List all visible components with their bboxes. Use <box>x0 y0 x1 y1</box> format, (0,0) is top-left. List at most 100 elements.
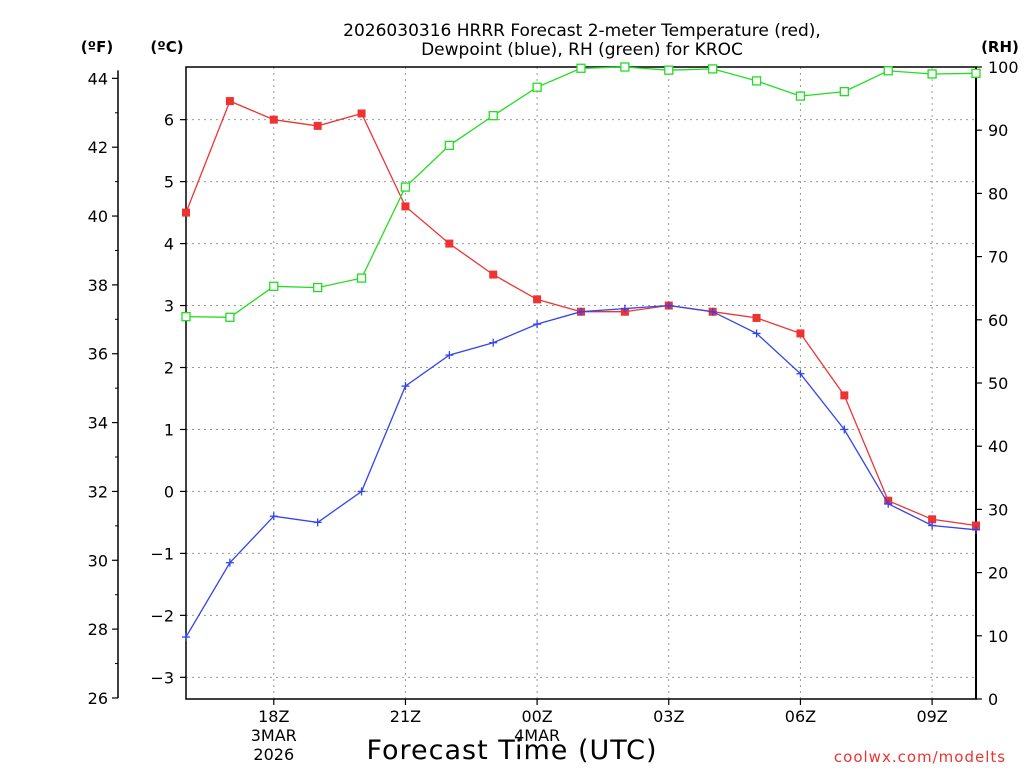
temperature-point <box>752 313 761 322</box>
dewpoint-point <box>884 499 893 508</box>
dewpoint-point <box>269 512 278 521</box>
temperature-point <box>182 208 190 217</box>
rh-point <box>839 86 849 97</box>
grid-lines <box>186 67 976 699</box>
dewpoint-point <box>313 518 322 527</box>
fahrenheit-tick-label: 30 <box>88 551 108 570</box>
temperature-point <box>357 109 366 118</box>
fahrenheit-tick-label: 36 <box>88 345 108 364</box>
series-dewpoint <box>182 301 980 642</box>
x-tick-label: 21Z <box>390 707 421 726</box>
rh-point <box>708 64 718 74</box>
rh-point <box>927 69 937 79</box>
dewpoint-point <box>445 351 454 360</box>
celsius-tick-label: 2 <box>164 359 174 378</box>
rh-point <box>313 282 323 293</box>
celsius-tick-label: 4 <box>164 235 174 254</box>
x-tick-label: 03Z <box>653 707 684 726</box>
dewpoint-line <box>185 304 977 638</box>
temperature-point <box>401 202 410 211</box>
x-tick-year-label: 2026 <box>253 745 294 764</box>
celsius-tick-label: −1 <box>150 544 174 563</box>
celsius-tick-label: 0 <box>164 482 174 501</box>
x-tick-date-label: 4MAR <box>514 726 560 745</box>
rh-point <box>532 82 542 92</box>
celsius-unit-label: (ºC) <box>150 38 183 56</box>
fahrenheit-unit-label: (ºF) <box>81 38 113 56</box>
rh-point <box>751 76 762 86</box>
fahrenheit-tick-label: 40 <box>88 207 108 226</box>
fahrenheit-tick-label: 26 <box>88 689 108 708</box>
rh-point <box>971 68 981 78</box>
x-tick-label: 06Z <box>785 707 816 726</box>
dewpoint-point <box>840 425 849 434</box>
series-rh <box>181 62 981 322</box>
rh-tick-label: 0 <box>988 690 998 709</box>
rh-point <box>269 281 279 291</box>
dewpoint-point <box>796 369 805 378</box>
data-series <box>181 62 981 642</box>
rh-tick-label: 40 <box>988 437 1008 456</box>
celsius-tick-label: −3 <box>150 668 174 687</box>
rh-tick-label: 80 <box>988 184 1008 203</box>
temperature-point <box>796 329 805 338</box>
chart-title-line1: 2026030316 HRRR Forecast 2-meter Tempera… <box>343 21 821 41</box>
rh-point <box>576 63 586 73</box>
dewpoint-point <box>664 301 673 310</box>
temperature-point <box>533 295 542 304</box>
rh-point <box>225 312 235 322</box>
dewpoint-point <box>401 382 410 391</box>
rh-tick-label: 50 <box>988 374 1008 393</box>
rh-tick-label: 100 <box>988 58 1019 77</box>
temperature-point <box>489 270 498 279</box>
x-tick-label: 00Z <box>521 707 552 726</box>
rh-tick-label: 90 <box>988 121 1008 140</box>
axes <box>117 66 977 700</box>
celsius-tick-label: −2 <box>150 606 174 625</box>
dewpoint-point <box>708 307 717 316</box>
temperature-point <box>840 391 849 400</box>
celsius-tick-label: 3 <box>164 297 174 316</box>
x-tick-label: 18Z <box>258 707 289 726</box>
dewpoint-point <box>620 304 629 313</box>
temperature-point <box>445 239 454 248</box>
rh-tick-label: 30 <box>988 500 1008 519</box>
rh-point <box>664 65 674 75</box>
dewpoint-point <box>752 329 761 338</box>
rh-point <box>488 111 498 121</box>
rh-point <box>444 140 454 151</box>
celsius-tick-label: 1 <box>164 420 174 439</box>
dewpoint-point <box>928 521 937 530</box>
plot-frame <box>185 66 977 700</box>
x-axis-label: Forecast Time (UTC) <box>366 735 657 766</box>
celsius-tick-label: 5 <box>164 173 174 192</box>
rh-unit-label: (RH) <box>981 38 1019 56</box>
temperature-point <box>269 115 278 124</box>
credit-link[interactable]: coolwx.com/modelts <box>834 748 1006 766</box>
rh-point <box>356 273 367 283</box>
rh-point <box>181 311 191 322</box>
rh-tick-label: 60 <box>988 311 1008 330</box>
rh-line <box>185 66 977 318</box>
fahrenheit-tick-label: 28 <box>88 620 108 639</box>
chart-title-line2: Dewpoint (blue), RH (green) for KROC <box>421 40 743 60</box>
dewpoint-point <box>972 525 980 534</box>
dewpoint-point <box>577 307 585 316</box>
tick-labels: 26283032343638404244−3−2−101234560102030… <box>88 58 1019 764</box>
fahrenheit-tick-label: 42 <box>88 138 108 157</box>
temperature-point <box>313 121 322 130</box>
fahrenheit-tick-label: 44 <box>88 69 108 88</box>
rh-point <box>400 182 411 192</box>
dewpoint-point <box>489 338 498 347</box>
rh-tick-label: 10 <box>988 627 1008 646</box>
temperature-point <box>225 97 234 106</box>
rh-tick-label: 20 <box>988 564 1008 583</box>
fahrenheit-tick-label: 38 <box>88 276 108 295</box>
fahrenheit-tick-label: 32 <box>88 482 108 501</box>
rh-point <box>620 62 630 72</box>
dewpoint-point <box>182 633 190 642</box>
x-tick-label: 09Z <box>916 707 947 726</box>
celsius-tick-label: 6 <box>164 111 174 130</box>
x-tick-date-label: 3MAR <box>251 726 297 745</box>
